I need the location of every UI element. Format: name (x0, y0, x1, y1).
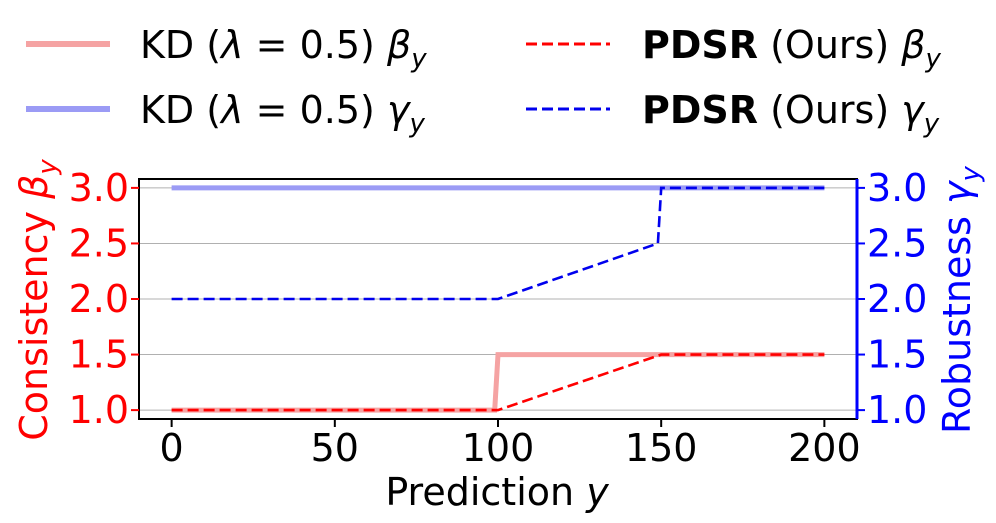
x-tick-label-3: 150 (625, 426, 698, 470)
legend-label-kd-beta-lambda: λ (219, 23, 244, 67)
y-axis-right: 1.0 1.5 2.0 2.5 3.0 (855, 166, 927, 432)
legend-label-pdsr-beta-sub: y (925, 44, 942, 74)
legend-label-pdsr-gamma: PDSR (Ours) γy (642, 88, 940, 139)
y-right-tick-label-2: 2.0 (867, 277, 927, 321)
x-tick-label-4: 200 (788, 426, 861, 470)
y-axis-left-label-text: Consistency (12, 211, 56, 441)
legend-label-kd-beta-var: β (386, 23, 411, 67)
legend-label-kd-gamma-pre: KD ( (140, 88, 221, 132)
legend-label-kd-gamma-lambda: λ (219, 88, 244, 132)
y-axis-left-label-sub: y (33, 159, 63, 176)
series-line-pdsr-beta (171, 353, 825, 412)
legend-label-pdsr-gamma-var: γ (901, 88, 926, 132)
legend-label-kd-beta: KD (λ = 0.5) βy (140, 23, 427, 74)
y-axis-left-label: Consistency βy (12, 159, 63, 441)
legend-entry-pdsr-beta: PDSR (Ours) βy (526, 23, 942, 74)
legend-entry-pdsr-gamma: PDSR (Ours) γy (526, 88, 940, 139)
legend-entry-kd-gamma: KD (λ = 0.5) γy (26, 88, 425, 139)
y-right-tick-label-0: 1.0 (867, 388, 927, 432)
y-axis-right-label: Robustness γy (935, 165, 986, 434)
y-axis-right-label-text: Robustness (935, 216, 979, 434)
y-left-tick-label-2: 2.0 (69, 277, 129, 321)
legend-label-pdsr-beta-bold: PDSR (642, 23, 758, 67)
y-axis-left: 1.0 1.5 2.0 2.5 3.0 (69, 166, 139, 432)
y-left-tick-label-3: 2.5 (69, 221, 129, 265)
legend-entry-kd-beta: KD (λ = 0.5) βy (26, 23, 427, 74)
x-axis-label-text: Prediction (385, 470, 574, 514)
y-axis-right-label-var: γ (935, 179, 979, 204)
y-left-tick-label-0: 1.0 (69, 388, 129, 432)
legend-label-kd-gamma: KD (λ = 0.5) γy (140, 88, 425, 139)
legend-label-pdsr-beta-rest: (Ours) (758, 23, 901, 67)
legend-label-kd-gamma-mid: = 0.5) (244, 88, 387, 132)
legend-label-kd-beta-pre: KD ( (140, 23, 221, 67)
legend: KD (λ = 0.5) βy KD (λ = 0.5) γy PDSR (Ou… (26, 23, 942, 139)
y-left-tick-label-4: 3.0 (69, 166, 129, 210)
legend-label-kd-beta-mid: = 0.5) (244, 23, 387, 67)
legend-label-pdsr-gamma-bold: PDSR (642, 88, 758, 132)
x-axis-label: Prediction y (385, 470, 609, 514)
y-left-tick-label-1: 1.5 (69, 333, 129, 377)
legend-label-kd-gamma-sub: y (408, 109, 425, 139)
legend-label-kd-beta-sub: y (410, 44, 427, 74)
series-layer (171, 185, 825, 413)
y-right-tick-label-3: 2.5 (867, 221, 927, 265)
y-axis-right-label-sub: y (956, 165, 986, 182)
y-axis-left-label-var: β (12, 175, 56, 200)
y-right-tick-label-4: 3.0 (867, 166, 927, 210)
x-axis-label-var: y (585, 470, 609, 514)
legend-label-pdsr-beta: PDSR (Ours) βy (642, 23, 942, 74)
legend-label-pdsr-gamma-sub: y (923, 109, 940, 139)
y-right-tick-label-1: 1.5 (867, 333, 927, 377)
x-tick-label-1: 50 (311, 426, 359, 470)
series-line-pdsr-gamma (171, 186, 825, 301)
x-tick-label-2: 100 (462, 426, 535, 470)
series-line-kd-beta (171, 352, 825, 413)
x-tick-label-0: 0 (160, 426, 184, 470)
legend-label-kd-gamma-var: γ (387, 88, 412, 132)
legend-label-pdsr-gamma-rest: (Ours) (758, 88, 901, 132)
legend-label-pdsr-beta-var: β (900, 23, 925, 67)
x-axis: 0 50 100 150 200 (160, 419, 861, 470)
